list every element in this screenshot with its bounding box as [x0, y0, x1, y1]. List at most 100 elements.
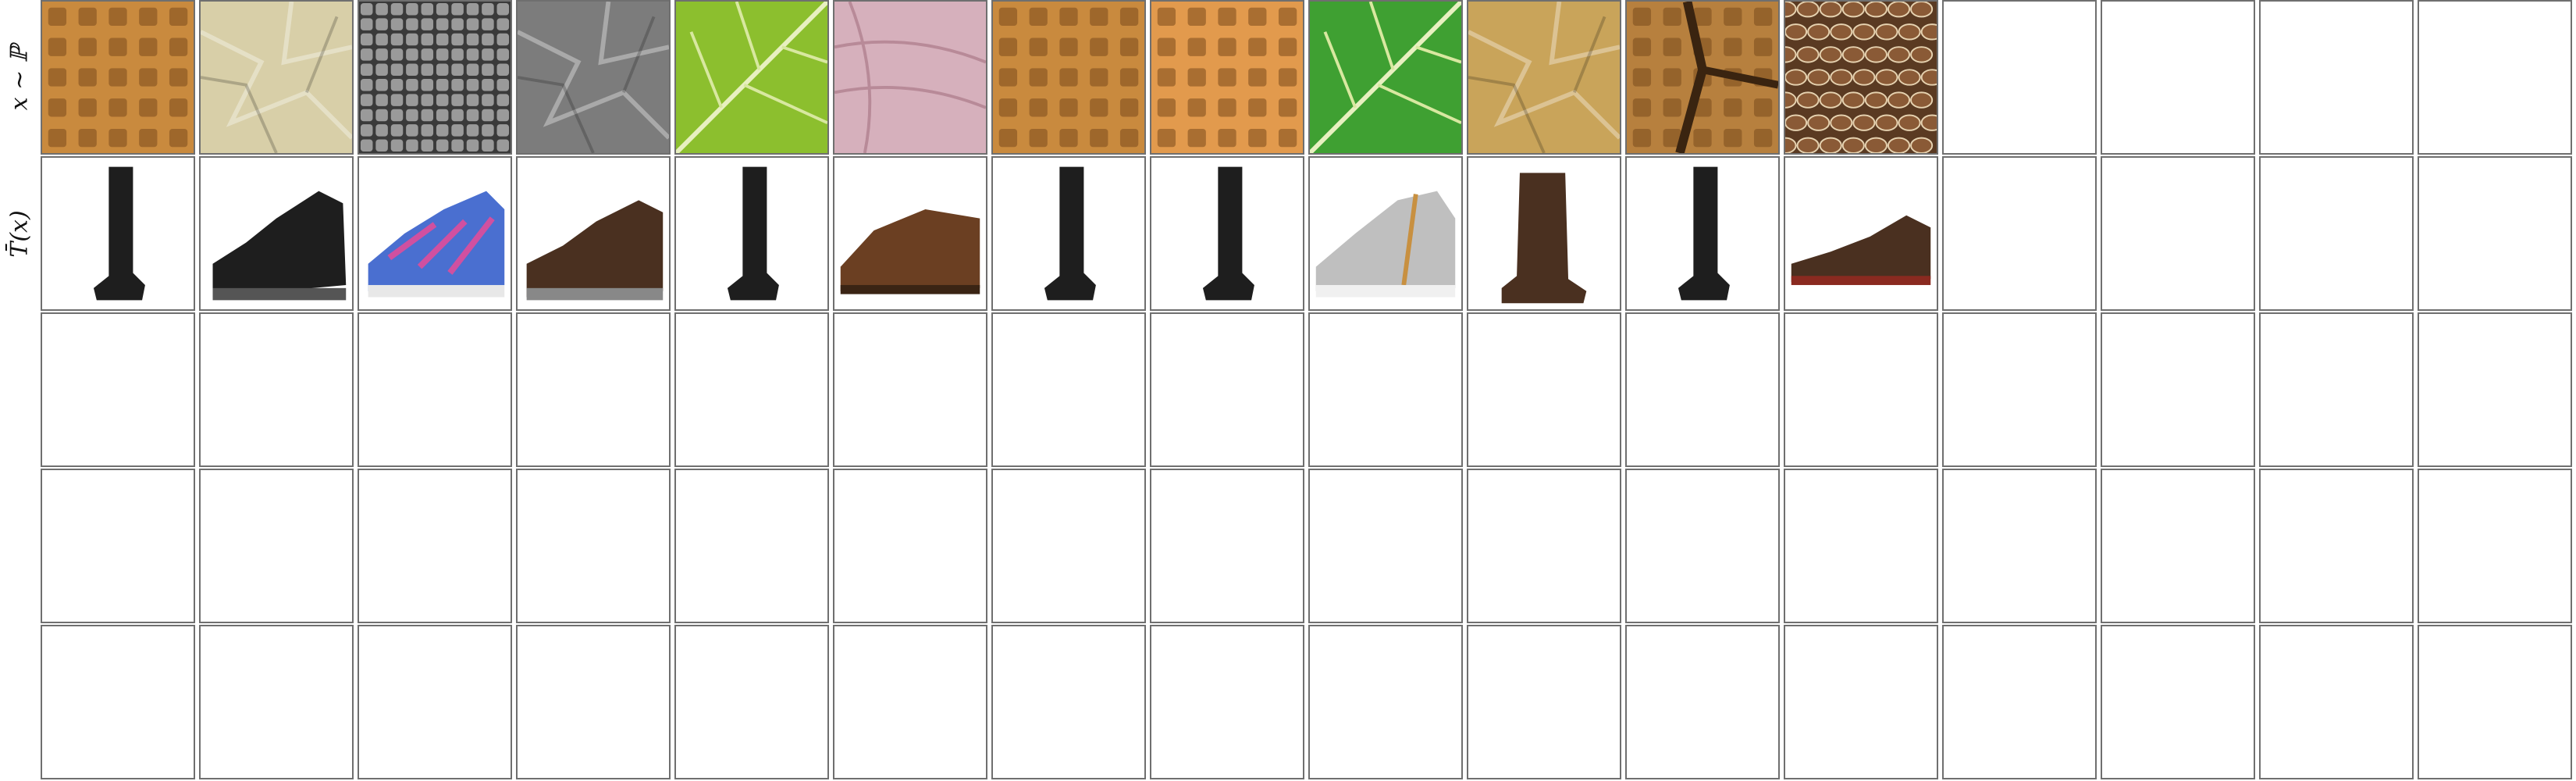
empty-cell	[358, 625, 512, 779]
empty-cell	[1784, 625, 1938, 779]
empty-cell	[41, 625, 195, 779]
shoe-output	[1625, 156, 1780, 311]
empty-cell	[1467, 312, 1621, 467]
texture-sample	[1308, 0, 1463, 155]
empty-cell	[2259, 625, 2414, 779]
shoe-output	[1308, 156, 1463, 311]
texture-sample	[1625, 0, 1780, 155]
empty-cell	[516, 625, 671, 779]
colorful-sneaker-image	[359, 158, 511, 309]
gold-foil-image	[1468, 2, 1620, 153]
shoe-output	[199, 156, 354, 311]
empty-cell	[1942, 469, 2097, 623]
empty-cell	[1625, 312, 1780, 467]
waffle-image	[42, 2, 194, 153]
woven-brown-image	[1785, 2, 1937, 153]
empty-cell	[2101, 156, 2255, 311]
empty-cell	[1942, 625, 2097, 779]
shoe-output	[991, 156, 1146, 311]
empty-cell	[1784, 312, 1938, 467]
waffle-orange-image	[1151, 2, 1303, 153]
texture-sample	[199, 0, 354, 155]
texture-sample	[833, 0, 987, 155]
texture-sample	[1467, 0, 1621, 155]
empty-cell	[2418, 156, 2572, 311]
shoe-output	[833, 156, 987, 311]
empty-cell	[2101, 312, 2255, 467]
empty-cell	[1150, 469, 1304, 623]
empty-cell	[674, 625, 829, 779]
empty-cell	[1308, 312, 1463, 467]
tall-black-boot-image	[42, 158, 194, 309]
empty-cell	[833, 469, 987, 623]
empty-cell	[1150, 625, 1304, 779]
gray-sneaker-image	[1310, 158, 1461, 309]
shoe-output	[516, 156, 671, 311]
texture-sample	[1784, 0, 1938, 155]
empty-cell	[41, 312, 195, 467]
brown-ankle-boot-image	[1468, 158, 1620, 309]
empty-cell	[516, 312, 671, 467]
texture-sample	[358, 0, 512, 155]
empty-cell	[2418, 469, 2572, 623]
empty-cell	[2101, 0, 2255, 155]
empty-cell	[991, 469, 1146, 623]
empty-cell	[2418, 0, 2572, 155]
waffle-crack-image	[1627, 2, 1778, 153]
black-work-shoe-image	[201, 158, 352, 309]
empty-cell	[1467, 625, 1621, 779]
row-label-1: T̄(x)	[0, 156, 39, 311]
empty-cell	[991, 312, 1146, 467]
texture-sample	[516, 0, 671, 155]
empty-cell	[1308, 469, 1463, 623]
empty-cell	[1942, 312, 2097, 467]
empty-cell	[1942, 156, 2097, 311]
empty-cell	[2418, 625, 2572, 779]
low-brown-shoe-image	[1785, 158, 1937, 309]
shoe-output	[1150, 156, 1304, 311]
metal-mesh-image	[359, 2, 511, 153]
empty-cell	[199, 625, 354, 779]
empty-cell	[2259, 312, 2414, 467]
empty-cell	[2259, 156, 2414, 311]
shoe-output	[41, 156, 195, 311]
shoe-output	[1784, 156, 1938, 311]
empty-cell	[1467, 469, 1621, 623]
empty-cell	[2259, 0, 2414, 155]
empty-cell	[358, 312, 512, 467]
crumpled-paper-gray-image	[518, 2, 669, 153]
empty-cell	[674, 469, 829, 623]
row-label-0: x ∼ ℙ	[0, 0, 39, 155]
empty-cell	[2101, 625, 2255, 779]
empty-cell	[833, 625, 987, 779]
tall-black-boot-image	[993, 158, 1144, 309]
empty-cell	[1625, 469, 1780, 623]
empty-cell	[833, 312, 987, 467]
brown-loafer-image	[834, 158, 986, 309]
empty-cell	[516, 469, 671, 623]
shoe-output	[1467, 156, 1621, 311]
empty-cell	[199, 469, 354, 623]
empty-cell	[1150, 312, 1304, 467]
empty-cell	[1784, 469, 1938, 623]
empty-cell	[674, 312, 829, 467]
empty-cell	[991, 625, 1146, 779]
empty-cell	[1625, 625, 1780, 779]
leaf-yellow-green-image	[676, 2, 827, 153]
texture-sample	[991, 0, 1146, 155]
empty-cell	[358, 469, 512, 623]
texture-sample	[1150, 0, 1304, 155]
texture-sample	[674, 0, 829, 155]
shoe-output	[674, 156, 829, 311]
empty-cell	[1942, 0, 2097, 155]
shoe-output	[358, 156, 512, 311]
empty-cell	[41, 469, 195, 623]
empty-cell	[2101, 469, 2255, 623]
tall-black-boot-image	[676, 158, 827, 309]
row-label-text: T̄(x)	[5, 209, 34, 258]
tall-black-boot-image	[1151, 158, 1303, 309]
paper-beige-image	[201, 2, 352, 153]
row-label-text: x ∼ ℙ	[5, 45, 34, 110]
empty-cell	[2259, 469, 2414, 623]
